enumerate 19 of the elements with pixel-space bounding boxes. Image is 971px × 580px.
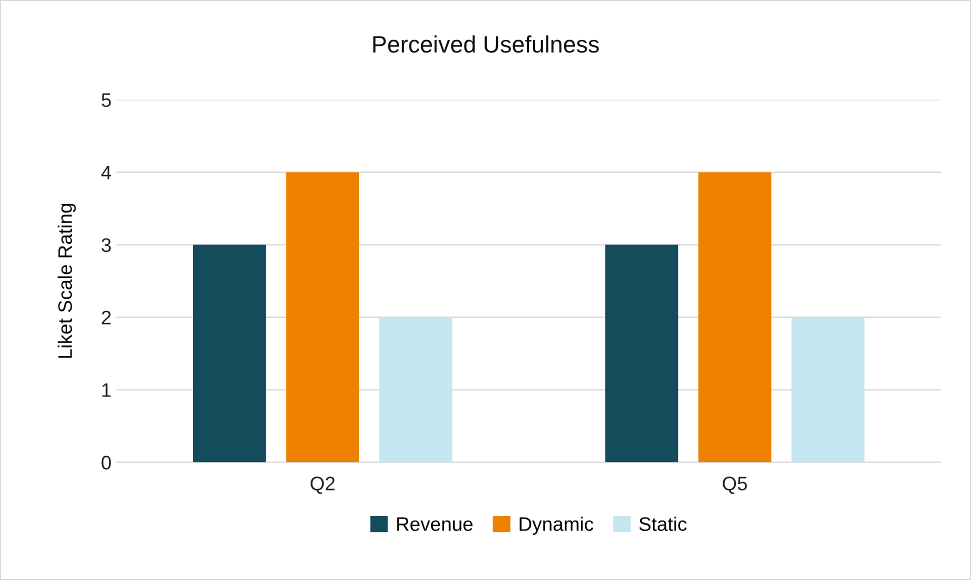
bar <box>286 172 360 462</box>
x-tick-label: Q5 <box>722 476 747 494</box>
y-tick-label: 5 <box>102 93 111 107</box>
bar <box>605 244 678 462</box>
legend-label: Static <box>639 516 687 531</box>
bar <box>192 244 266 462</box>
bar <box>379 317 452 462</box>
y-tick-label: 2 <box>102 310 111 324</box>
legend-label: Dynamic <box>520 516 594 535</box>
y-tick-label: 0 <box>102 456 111 470</box>
chart-title: Perceived Usefulness <box>373 35 599 53</box>
y-tick-label: 3 <box>102 238 111 252</box>
y-axis-title: Liket Scale Rating <box>58 204 76 358</box>
y-tick-label: 1 <box>102 383 111 397</box>
bar <box>791 317 864 462</box>
y-tick-label: 4 <box>101 166 112 180</box>
x-tick-label: Q2 <box>310 476 335 494</box>
bar <box>698 172 772 462</box>
legend-label: Revenue <box>397 517 473 531</box>
